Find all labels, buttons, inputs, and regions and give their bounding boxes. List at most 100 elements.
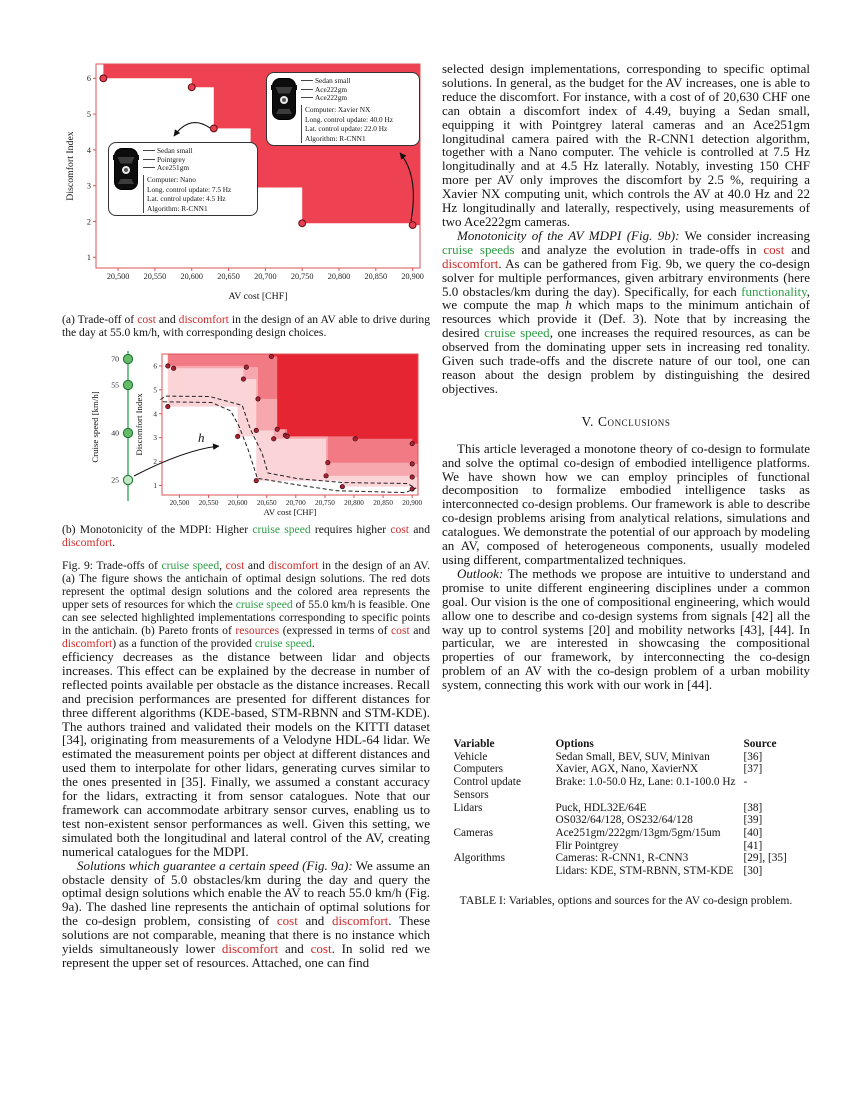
y-tick-label: 6 xyxy=(153,362,157,370)
legend-sensor1-label: Ace222gm xyxy=(301,85,393,94)
legend-vehicle-label: Sedan small xyxy=(143,146,231,155)
antichain-dot xyxy=(409,441,415,447)
h-map-label: h xyxy=(198,430,205,445)
car-icon xyxy=(271,78,297,120)
x-tick-label: 20,600 xyxy=(228,499,248,507)
antichain-dot xyxy=(298,219,307,228)
text-segment: discomfort xyxy=(268,559,319,572)
text-segment: and xyxy=(155,313,179,326)
text-segment: cruise speeds xyxy=(442,241,515,257)
text-segment: and xyxy=(409,624,430,637)
antichain-dot xyxy=(409,461,415,467)
text-segment: and xyxy=(409,523,430,536)
antichain-dot xyxy=(165,404,171,410)
text-segment: discomfort xyxy=(62,637,113,650)
figure-9b-chart: 20,500 20,550 20,600 20,650 20,700 20,750 20,8… xyxy=(90,351,422,517)
text-segment: . In solid red we represent the upper se… xyxy=(62,941,431,970)
legend-sensor2-label: Ace222gm xyxy=(301,93,393,102)
table-cell: Cameras: R-CNN1, R-CNN3 xyxy=(555,852,689,865)
y-tick-label: 2 xyxy=(153,458,157,466)
paragraph-outlook: Outlook: The methods we propose are intu… xyxy=(442,566,810,692)
antichain-dot xyxy=(274,426,280,432)
antichain-dot xyxy=(409,474,415,480)
table-row: Cameras Ace251gm/222gm/13gm/5gm/15um [40] xyxy=(454,827,799,840)
table-cell: Algorithms xyxy=(453,852,505,865)
text-segment: , xyxy=(219,559,226,572)
legend-spec-line: Computer: Nano xyxy=(147,175,196,184)
legend-sensor1-value: Pointgrey xyxy=(157,155,186,164)
text-segment: functionality xyxy=(741,283,807,299)
y-tick-label: 4 xyxy=(87,146,91,155)
text-segment: ) as a function of the provided xyxy=(112,637,255,650)
antichain-dot xyxy=(240,376,247,382)
y-tick-label: 3 xyxy=(87,182,91,191)
speed-node-label: 55 xyxy=(111,381,119,390)
y-tick-label: 1 xyxy=(87,253,91,262)
table-cell: Ace251gm/222gm/13gm/5gm/15um xyxy=(555,826,721,839)
legend-spec-line: Algorithm: R-CNN1 xyxy=(147,203,208,213)
y-tick-label: 3 xyxy=(153,434,157,442)
x-tick-label: 20,700 xyxy=(286,499,306,507)
speed-node xyxy=(122,474,134,486)
legend-sensor1-value: Ace222gm xyxy=(315,85,348,94)
legend-sensor2-value: Ace251gm xyxy=(157,163,190,172)
variables-table: Variable Options Source Vehicle Sedan Small,… xyxy=(454,738,799,878)
speed-node-label: 70 xyxy=(111,355,119,364)
antichain-dot xyxy=(165,363,171,369)
x-tick-label: 20,500 xyxy=(170,499,190,507)
table-row: Flir Pointgrey [41] xyxy=(454,840,799,853)
table-cell: Brake: 1.0-50.0 Hz, Lane: 0.1-100.0 Hz xyxy=(555,776,736,789)
antichain-dot xyxy=(323,473,329,479)
legend-right-text: Sedan small Ace222gm Ace222gm Computer: … xyxy=(301,76,393,143)
legend-sensor2-value: Ace222gm xyxy=(315,93,348,102)
legend-spec-line: Long. control update: 7.5 Hz xyxy=(147,184,232,194)
table-cell: [29], [35] xyxy=(743,852,787,865)
table-cell: - xyxy=(743,776,748,789)
table-cell xyxy=(454,814,556,827)
table-row: Lidars: KDE, STM-RBNN, STM-KDE [30] xyxy=(454,865,799,878)
legend-vehicle-value: Sedan small xyxy=(157,146,193,155)
antichain-dot xyxy=(187,83,196,92)
table-row: Algorithms Cameras: R-CNN1, R-CNN3 [29], [… xyxy=(454,852,799,865)
text-segment: resources xyxy=(235,624,280,637)
text-segment: . These solutions are not comparable, me… xyxy=(62,913,430,957)
table-row: Vehicle Sedan Small, BEV, SUV, Minivan [36… xyxy=(454,751,799,764)
car-icon xyxy=(113,148,139,190)
legend-spec-line: Lat. control update: 22.0 Hz xyxy=(305,124,388,133)
antichain-dot xyxy=(99,74,108,83)
y-tick-label: 5 xyxy=(87,110,91,119)
text-segment: discomfort xyxy=(442,255,499,271)
x-tick-label: 20,750 xyxy=(315,499,335,507)
text-segment: . xyxy=(112,536,116,549)
speed-node xyxy=(122,379,134,391)
table-row: Computers Xavier, AGX, Nano, XavierNX [37] xyxy=(454,763,799,776)
table-cell xyxy=(744,789,799,802)
antichain-dot xyxy=(253,427,259,434)
plot-frame xyxy=(161,353,419,496)
table-cell: [37] xyxy=(743,763,763,776)
table-cell: Lidars: KDE, STM-RBNN, STM-KDE xyxy=(555,865,734,878)
legend-spec-line: Lat. control update: 4.5 Hz xyxy=(147,194,226,203)
x-tick-label: 20,550 xyxy=(144,272,167,281)
x-tick-label: 20,800 xyxy=(344,499,364,507)
text-segment: h xyxy=(565,297,572,313)
text-segment: discomfort xyxy=(62,536,113,549)
design-legend-right: Sedan small Ace222gm Ace222gm Computer: … xyxy=(266,72,420,146)
section-heading-conclusions: V. Conclusions xyxy=(581,413,671,429)
figure-9b: 20,500 20,550 20,600 20,650 20,700 20,750 20,8… xyxy=(62,349,430,519)
text-segment: selected design implementations, corresp… xyxy=(442,61,810,229)
table-cell: [30] xyxy=(743,865,763,878)
paragraph-lidar-performance: efficiency decreases as the distance bet… xyxy=(62,650,430,859)
caption-figure-b: (b) Monotonicity of the MDPI: Higher cru… xyxy=(62,523,430,549)
y-axis-label: Discomfort Index xyxy=(134,393,144,456)
table-cell xyxy=(454,840,556,853)
table-cell: Cameras xyxy=(453,826,494,839)
table-cell xyxy=(454,865,556,878)
table-header: Source xyxy=(743,738,777,751)
legend-vehicle-label: Sedan small xyxy=(301,76,393,85)
table-cell: Xavier, AGX, Nano, XavierNX xyxy=(555,763,699,776)
antichain-dot xyxy=(268,353,274,359)
y-tick-label: 5 xyxy=(153,386,157,394)
y-axis-label: Discomfort Index xyxy=(65,131,76,200)
